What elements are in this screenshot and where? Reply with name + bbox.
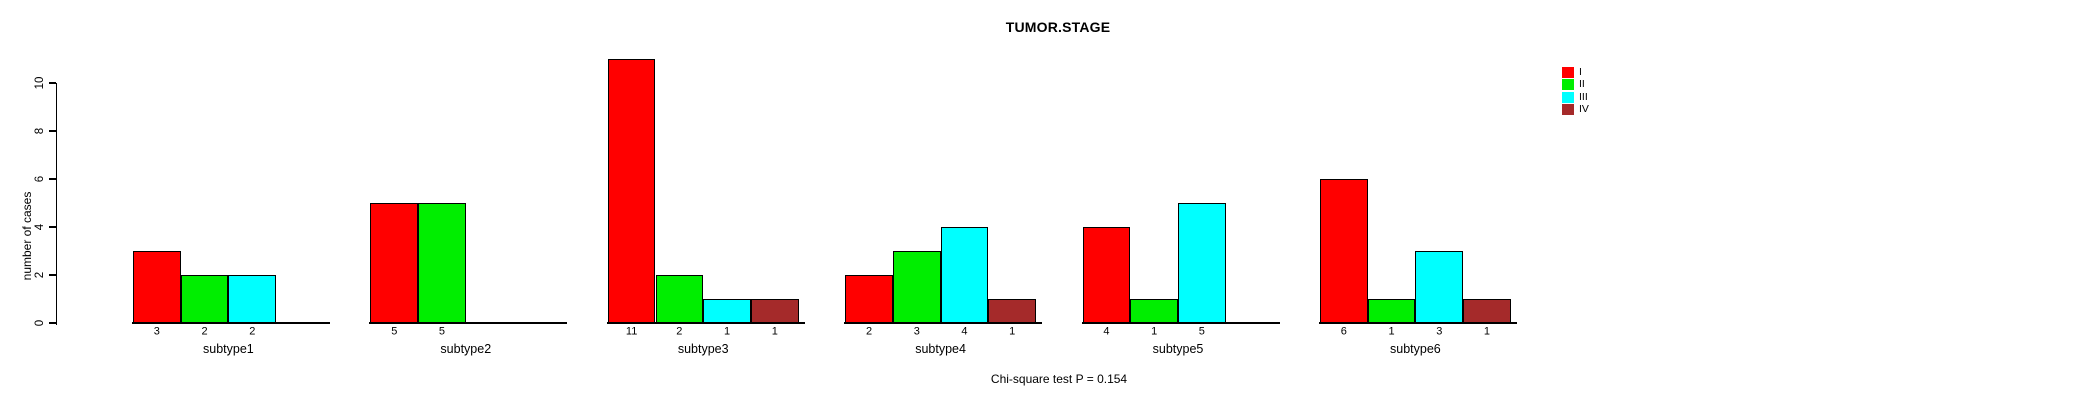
bar-value-label: 2 xyxy=(865,325,873,338)
legend-label-I: I xyxy=(1579,65,1582,78)
chart-title: TUMOR.STAGE xyxy=(1005,19,1111,35)
legend-swatch-II xyxy=(1562,79,1574,91)
bar-subtype1-stage-I xyxy=(133,251,181,323)
category-label-subtype2: subtype2 xyxy=(440,342,492,356)
bar-subtype6-stage-IV xyxy=(1463,299,1511,323)
bar-value-label: 5 xyxy=(391,325,398,338)
bar-subtype4-stage-III xyxy=(940,227,989,323)
bar-subtype6-stage-II xyxy=(1367,299,1416,323)
bar-value-label: 6 xyxy=(1340,325,1347,338)
y-tick xyxy=(48,274,56,276)
legend-swatch-IV xyxy=(1562,104,1574,116)
bar-value-label: 2 xyxy=(249,325,256,338)
bar-value-label: 1 xyxy=(1151,325,1158,338)
bar-subtype2-stage-I xyxy=(370,203,419,323)
y-tick-label: 10 xyxy=(34,76,46,90)
bar-value-label: 1 xyxy=(1388,325,1395,338)
bar-value-label: 5 xyxy=(438,325,445,338)
bar-subtype5-stage-II xyxy=(1130,299,1178,323)
category-label-subtype1: subtype1 xyxy=(203,342,254,356)
bar-subtype4-stage-IV xyxy=(988,299,1036,323)
bar-value-label: 11 xyxy=(625,325,638,338)
bar-subtype3-stage-II xyxy=(655,275,704,323)
bar-value-label: 1 xyxy=(771,325,778,338)
y-tick-label: 4 xyxy=(34,223,46,231)
category-label-subtype5: subtype5 xyxy=(1152,342,1204,356)
bar-value-label: 3 xyxy=(913,325,920,338)
legend-row: I xyxy=(1562,66,1582,78)
bar-subtype6-stage-I xyxy=(1320,179,1368,323)
legend-row: IV xyxy=(1562,104,1589,116)
bar-subtype5-stage-I xyxy=(1082,227,1131,323)
bar-subtype3-stage-IV xyxy=(750,299,799,323)
y-tick-label: 8 xyxy=(34,127,46,135)
y-tick xyxy=(48,82,56,84)
bar-subtype5-stage-III xyxy=(1178,203,1226,323)
legend-label-IV: IV xyxy=(1579,103,1589,116)
legend-label-III: III xyxy=(1579,90,1588,103)
y-tick-label: 0 xyxy=(34,319,46,327)
legend-swatch-III xyxy=(1562,91,1574,103)
bar-value-label: 4 xyxy=(1103,325,1110,338)
chi-square-annotation: Chi-square test P = 0.154 xyxy=(990,372,1128,386)
bar-value-label: 2 xyxy=(676,325,683,338)
y-tick xyxy=(48,226,56,228)
category-label-subtype6: subtype6 xyxy=(1390,342,1441,356)
y-axis-line xyxy=(55,83,57,325)
bar-subtype3-stage-I xyxy=(607,59,656,323)
y-tick xyxy=(48,322,56,324)
category-label-subtype3: subtype3 xyxy=(677,342,729,356)
y-tick-label: 2 xyxy=(34,271,46,279)
x-baseline xyxy=(369,322,568,324)
bar-value-label: 2 xyxy=(201,325,208,338)
y-tick-label: 6 xyxy=(34,175,46,183)
y-tick xyxy=(48,130,56,132)
bar-value-label: 1 xyxy=(1009,325,1016,338)
bar-value-label: 5 xyxy=(1198,325,1205,338)
legend-swatch-I xyxy=(1562,66,1574,78)
bar-subtype1-stage-III xyxy=(228,275,277,323)
bar-subtype3-stage-III xyxy=(703,299,751,323)
category-label-subtype4: subtype4 xyxy=(915,342,966,356)
bar-subtype2-stage-II xyxy=(418,203,466,323)
bar-value-label: 3 xyxy=(153,325,160,338)
bar-value-label: 3 xyxy=(1436,325,1443,338)
bar-subtype4-stage-II xyxy=(892,251,941,323)
legend-row: III xyxy=(1562,91,1588,103)
legend-label-II: II xyxy=(1579,78,1585,91)
legend-row: II xyxy=(1562,79,1585,91)
y-tick xyxy=(48,178,56,180)
bar-value-label: 1 xyxy=(1483,325,1490,338)
bar-value-label: 1 xyxy=(723,325,731,338)
y-axis-label: number of cases xyxy=(20,191,34,281)
bar-subtype4-stage-I xyxy=(845,275,893,323)
bar-subtype1-stage-II xyxy=(180,275,229,323)
bar-subtype6-stage-III xyxy=(1415,251,1464,323)
bar-value-label: 4 xyxy=(961,325,968,338)
